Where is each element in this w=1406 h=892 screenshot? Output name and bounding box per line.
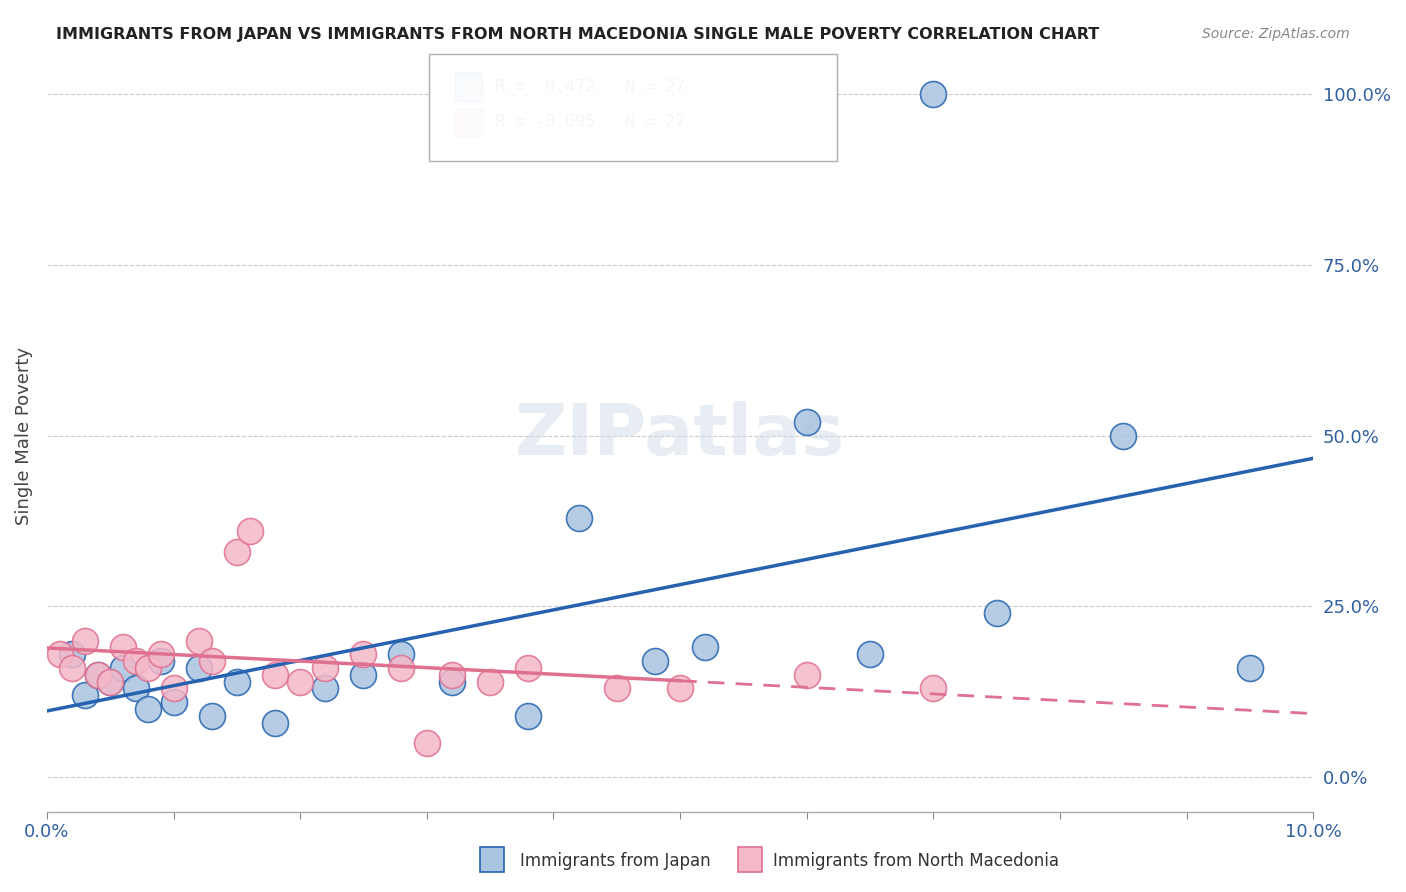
Text: IMMIGRANTS FROM JAPAN VS IMMIGRANTS FROM NORTH MACEDONIA SINGLE MALE POVERTY COR: IMMIGRANTS FROM JAPAN VS IMMIGRANTS FROM… <box>56 27 1099 42</box>
Point <box>225 674 247 689</box>
Point <box>922 87 945 101</box>
Point <box>517 661 540 675</box>
Point <box>796 415 818 429</box>
Point <box>200 708 222 723</box>
Point <box>149 648 172 662</box>
Point <box>353 668 375 682</box>
Point <box>441 674 464 689</box>
Point <box>187 633 209 648</box>
Point <box>517 708 540 723</box>
Point <box>1112 428 1135 442</box>
Point <box>60 661 83 675</box>
Point <box>86 668 108 682</box>
Text: Immigrants from North Macedonia: Immigrants from North Macedonia <box>773 852 1059 870</box>
Point <box>263 668 285 682</box>
Point <box>187 661 209 675</box>
Text: Source: ZipAtlas.com: Source: ZipAtlas.com <box>1202 27 1350 41</box>
Point <box>391 661 413 675</box>
Point <box>73 633 96 648</box>
Point <box>644 654 666 668</box>
Point <box>73 688 96 702</box>
Point <box>98 674 121 689</box>
Point <box>606 681 628 696</box>
Point <box>98 674 121 689</box>
Point <box>669 681 692 696</box>
Point <box>149 654 172 668</box>
Point <box>288 674 311 689</box>
Point <box>136 702 159 716</box>
Point <box>391 648 413 662</box>
Text: Immigrants from Japan: Immigrants from Japan <box>520 852 711 870</box>
Point <box>479 674 502 689</box>
Point <box>238 524 260 539</box>
Point <box>416 736 439 750</box>
Point <box>859 648 882 662</box>
Point <box>353 648 375 662</box>
Point <box>922 681 945 696</box>
Point <box>111 640 134 655</box>
Point <box>225 545 247 559</box>
Point <box>796 668 818 682</box>
Point <box>986 607 1008 621</box>
Point <box>200 654 222 668</box>
Point <box>162 681 184 696</box>
Point <box>568 510 591 524</box>
Point <box>315 661 337 675</box>
Point <box>111 661 134 675</box>
Point <box>136 661 159 675</box>
Point <box>315 681 337 696</box>
Point <box>48 648 70 662</box>
Y-axis label: Single Male Poverty: Single Male Poverty <box>15 347 32 524</box>
Text: ZIPatlas: ZIPatlas <box>515 401 845 470</box>
Point <box>60 648 83 662</box>
Text: R =  0.472   N = 27: R = 0.472 N = 27 <box>495 78 685 95</box>
Point <box>86 668 108 682</box>
Text: R = -0.095   N = 27: R = -0.095 N = 27 <box>495 113 685 131</box>
Point <box>124 654 146 668</box>
Point <box>441 668 464 682</box>
Point <box>162 695 184 709</box>
Point <box>124 681 146 696</box>
Point <box>695 640 717 655</box>
Point <box>263 715 285 730</box>
Point <box>1239 661 1261 675</box>
